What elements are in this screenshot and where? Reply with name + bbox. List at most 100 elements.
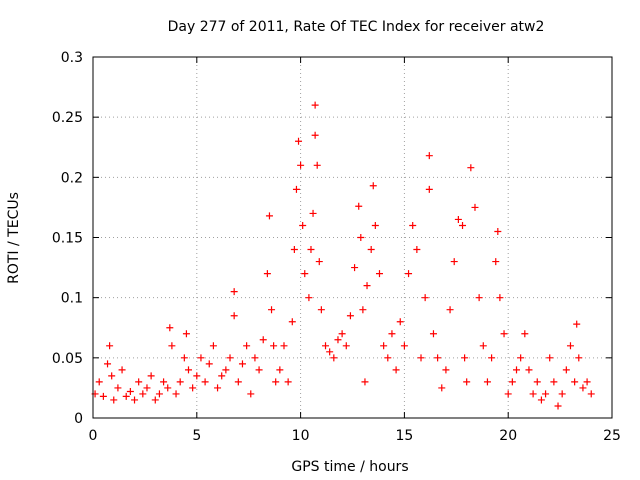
data-point — [342, 342, 350, 350]
data-point — [579, 384, 587, 392]
axis-ticks: 0 5 10 15 20 25 0 0.05 0.1 0.15 0.2 0.25 0.3 — [52, 50, 621, 444]
data-point — [461, 354, 469, 362]
x-tick-label: 15 — [395, 428, 413, 444]
data-point — [413, 246, 421, 254]
data-point — [265, 212, 273, 220]
data-point — [573, 320, 581, 328]
data-point — [168, 342, 176, 350]
data-point — [542, 390, 550, 398]
data-point — [396, 318, 404, 326]
data-point — [288, 318, 296, 326]
plot-frame — [92, 56, 613, 419]
data-point — [355, 202, 363, 210]
y-tick-label: 0 — [74, 411, 83, 427]
data-point — [330, 354, 338, 362]
data-point — [139, 390, 147, 398]
data-point — [417, 354, 425, 362]
data-point — [533, 378, 541, 386]
data-point — [521, 330, 529, 338]
data-point — [388, 330, 396, 338]
data-point — [513, 366, 521, 374]
data-point — [483, 378, 491, 386]
data-point — [566, 342, 574, 350]
data-point — [475, 294, 483, 302]
data-point — [99, 392, 107, 400]
data-point — [575, 354, 583, 362]
data-point — [429, 330, 437, 338]
y-tick-label: 0.05 — [52, 351, 83, 367]
data-point — [357, 234, 365, 241]
data-point — [209, 342, 217, 350]
data-point — [450, 258, 458, 266]
data-point — [292, 185, 300, 193]
data-point — [166, 324, 174, 332]
data-point — [571, 378, 579, 386]
data-point — [562, 366, 570, 374]
data-point — [375, 270, 383, 278]
data-point — [184, 366, 192, 374]
data-point — [299, 221, 307, 229]
data-point — [114, 384, 122, 392]
data-point — [268, 306, 276, 314]
data-point — [363, 282, 371, 290]
data-point — [251, 354, 259, 362]
x-tick-label: 20 — [499, 428, 517, 444]
x-tick-label: 25 — [603, 428, 621, 444]
data-point — [295, 137, 303, 145]
data-point — [446, 306, 454, 314]
data-point — [263, 270, 271, 278]
data-point — [313, 161, 321, 169]
data-point — [421, 294, 429, 302]
data-point — [517, 354, 525, 362]
data-point — [108, 372, 116, 380]
data-point — [434, 354, 442, 362]
data-point — [488, 354, 496, 362]
y-tick-label: 0.1 — [61, 291, 83, 307]
data-point — [176, 378, 184, 386]
data-point — [182, 330, 190, 338]
data-point — [529, 390, 537, 398]
data-point — [525, 366, 533, 374]
data-point — [189, 384, 197, 392]
data-point — [155, 390, 163, 398]
data-point — [587, 390, 595, 398]
data-point — [247, 390, 255, 398]
data-point — [409, 221, 417, 229]
data-point — [110, 396, 118, 404]
data-point — [135, 378, 143, 386]
x-tick-label: 0 — [89, 428, 98, 444]
data-point — [334, 336, 342, 344]
data-point — [297, 161, 305, 169]
data-point — [301, 270, 309, 278]
data-point — [280, 342, 288, 350]
data-points — [91, 101, 595, 410]
data-point — [322, 342, 330, 350]
data-point — [315, 258, 323, 266]
data-point — [126, 388, 134, 396]
data-point — [172, 390, 180, 398]
data-point — [467, 164, 475, 172]
data-point — [214, 384, 222, 392]
data-point — [234, 378, 242, 386]
data-point — [454, 215, 462, 223]
data-point — [425, 185, 433, 193]
data-point — [554, 402, 562, 410]
data-point — [504, 390, 512, 398]
data-point — [201, 378, 209, 386]
data-point — [492, 258, 500, 266]
y-tick-label: 0.15 — [52, 231, 83, 247]
data-point — [583, 378, 591, 386]
y-tick-label: 0.2 — [61, 170, 83, 186]
data-point — [546, 354, 554, 362]
data-point — [160, 378, 168, 386]
data-point — [496, 294, 504, 302]
data-point — [193, 372, 201, 380]
data-point — [558, 390, 566, 398]
data-point — [276, 366, 284, 374]
data-point — [147, 372, 155, 380]
data-point — [380, 342, 388, 350]
data-point — [284, 378, 292, 386]
data-point — [95, 378, 103, 386]
data-point — [290, 246, 298, 254]
data-point — [311, 101, 319, 109]
